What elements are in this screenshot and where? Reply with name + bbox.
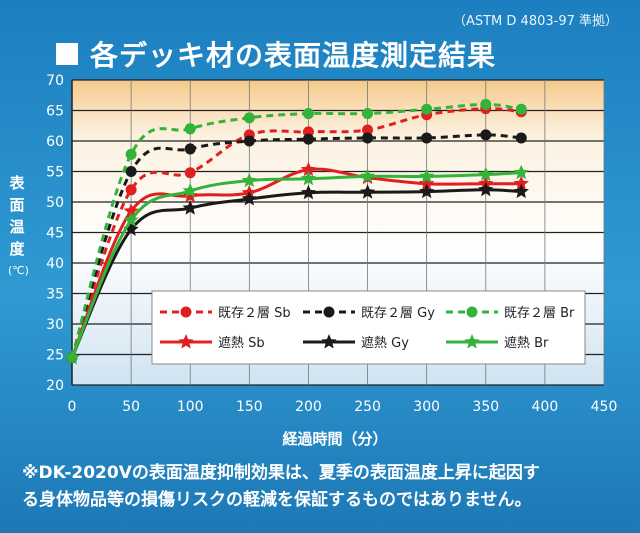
x-axis-label: 経過時間（分） <box>282 430 388 448</box>
data-point <box>478 166 494 181</box>
data-point <box>184 123 196 135</box>
x-tick-label: 250 <box>354 399 381 415</box>
data-point <box>184 167 196 179</box>
data-point <box>478 181 494 197</box>
data-point <box>241 172 257 188</box>
data-point <box>123 212 139 227</box>
legend-swatch-marker <box>178 334 194 349</box>
data-point <box>302 133 314 145</box>
legend-box <box>151 290 586 365</box>
data-point <box>513 183 529 199</box>
data-point <box>243 135 255 147</box>
series-line <box>70 107 522 359</box>
data-point <box>125 184 137 196</box>
x-tick-label: 200 <box>295 399 322 415</box>
footnote-line: る身体物品等の損傷リスクの軽減を保証するものではありません。 <box>22 490 532 510</box>
data-point <box>182 200 198 215</box>
legend-label: 遮熱 Gy <box>361 335 409 351</box>
data-point <box>359 184 376 199</box>
x-tick-label: 150 <box>236 399 263 415</box>
data-point <box>300 170 317 186</box>
x-tick-label: 450 <box>591 399 618 415</box>
data-point <box>64 349 80 364</box>
chart-title-text: 各デッキ材の表面温度測定結果 <box>90 39 497 72</box>
standard-note: （ASTM D 4803-97 準拠） <box>452 14 618 29</box>
y-axis-label-char: 温 <box>9 218 25 236</box>
data-point <box>419 168 435 183</box>
legend-label: 既存２層 Br <box>504 306 575 321</box>
y-axis-unit: (℃) <box>8 264 29 277</box>
x-tick-label: 50 <box>122 399 140 415</box>
y-tick-label: 60 <box>46 134 64 150</box>
y-tick-label: 35 <box>46 287 64 303</box>
data-point <box>480 98 492 110</box>
legend-label: 遮熱 Br <box>504 335 549 351</box>
data-point <box>359 168 376 183</box>
y-tick-label: 50 <box>46 195 64 211</box>
legend-swatch-marker <box>180 306 192 318</box>
data-point <box>513 175 529 191</box>
x-tick-label: 350 <box>472 399 499 415</box>
footnote-line: ※DK-2020Vの表面温度抑制効果は、夏季の表面温度上昇に起因す <box>22 463 540 483</box>
series-line <box>70 133 522 359</box>
data-point <box>419 175 435 191</box>
data-point <box>362 124 374 136</box>
data-point <box>300 161 317 177</box>
legend-label: 遮熱 Sb <box>218 335 265 351</box>
x-tick-label: 400 <box>532 399 559 415</box>
x-tick-label: 100 <box>177 399 204 415</box>
legend-label: 既存２層 Sb <box>218 306 291 321</box>
data-point <box>302 108 314 120</box>
data-point <box>362 132 374 144</box>
y-tick-label: 20 <box>46 378 64 394</box>
data-point <box>300 184 317 200</box>
data-point <box>241 191 257 206</box>
footnote: ※DK-2020Vの表面温度抑制効果は、夏季の表面温度上昇に起因す る身体物品等… <box>22 460 632 514</box>
y-tick-label: 55 <box>46 165 64 181</box>
data-point <box>182 187 198 203</box>
legend-label: 既存２層 Gy <box>361 306 435 321</box>
series-line <box>70 102 522 358</box>
data-point <box>515 132 527 144</box>
data-point <box>125 166 137 177</box>
data-point <box>421 132 433 144</box>
x-tick-label: 0 <box>68 399 77 415</box>
data-point <box>362 108 374 120</box>
y-axis-label-char: 面 <box>9 196 25 214</box>
legend-swatch-marker <box>464 334 480 349</box>
data-point <box>182 183 198 198</box>
data-point <box>421 103 433 115</box>
legend-swatch-marker <box>321 334 337 349</box>
y-tick-label: 40 <box>46 256 64 272</box>
data-point <box>243 112 255 124</box>
x-tick-label: 300 <box>413 399 440 415</box>
data-point <box>515 103 527 115</box>
data-point <box>513 164 529 180</box>
title-square-icon <box>56 43 78 65</box>
y-tick-label: 30 <box>46 317 64 333</box>
y-axis-label: 表 面 温 度 (℃) <box>8 172 29 282</box>
chart-title: 各デッキ材の表面温度測定結果 <box>56 34 496 74</box>
y-tick-label: 65 <box>46 104 64 120</box>
data-point <box>123 221 139 236</box>
data-point <box>125 148 137 160</box>
legend-swatch-marker <box>466 306 478 318</box>
data-point <box>480 129 492 141</box>
y-axis-label-char: 度 <box>9 240 25 258</box>
y-tick-label: 45 <box>46 226 64 242</box>
data-point <box>419 183 435 199</box>
y-tick-label: 25 <box>46 348 64 364</box>
y-axis-label-char: 表 <box>9 174 25 192</box>
data-point <box>184 143 196 155</box>
y-tick-label: 70 <box>46 73 64 89</box>
legend-swatch-marker <box>323 306 335 318</box>
